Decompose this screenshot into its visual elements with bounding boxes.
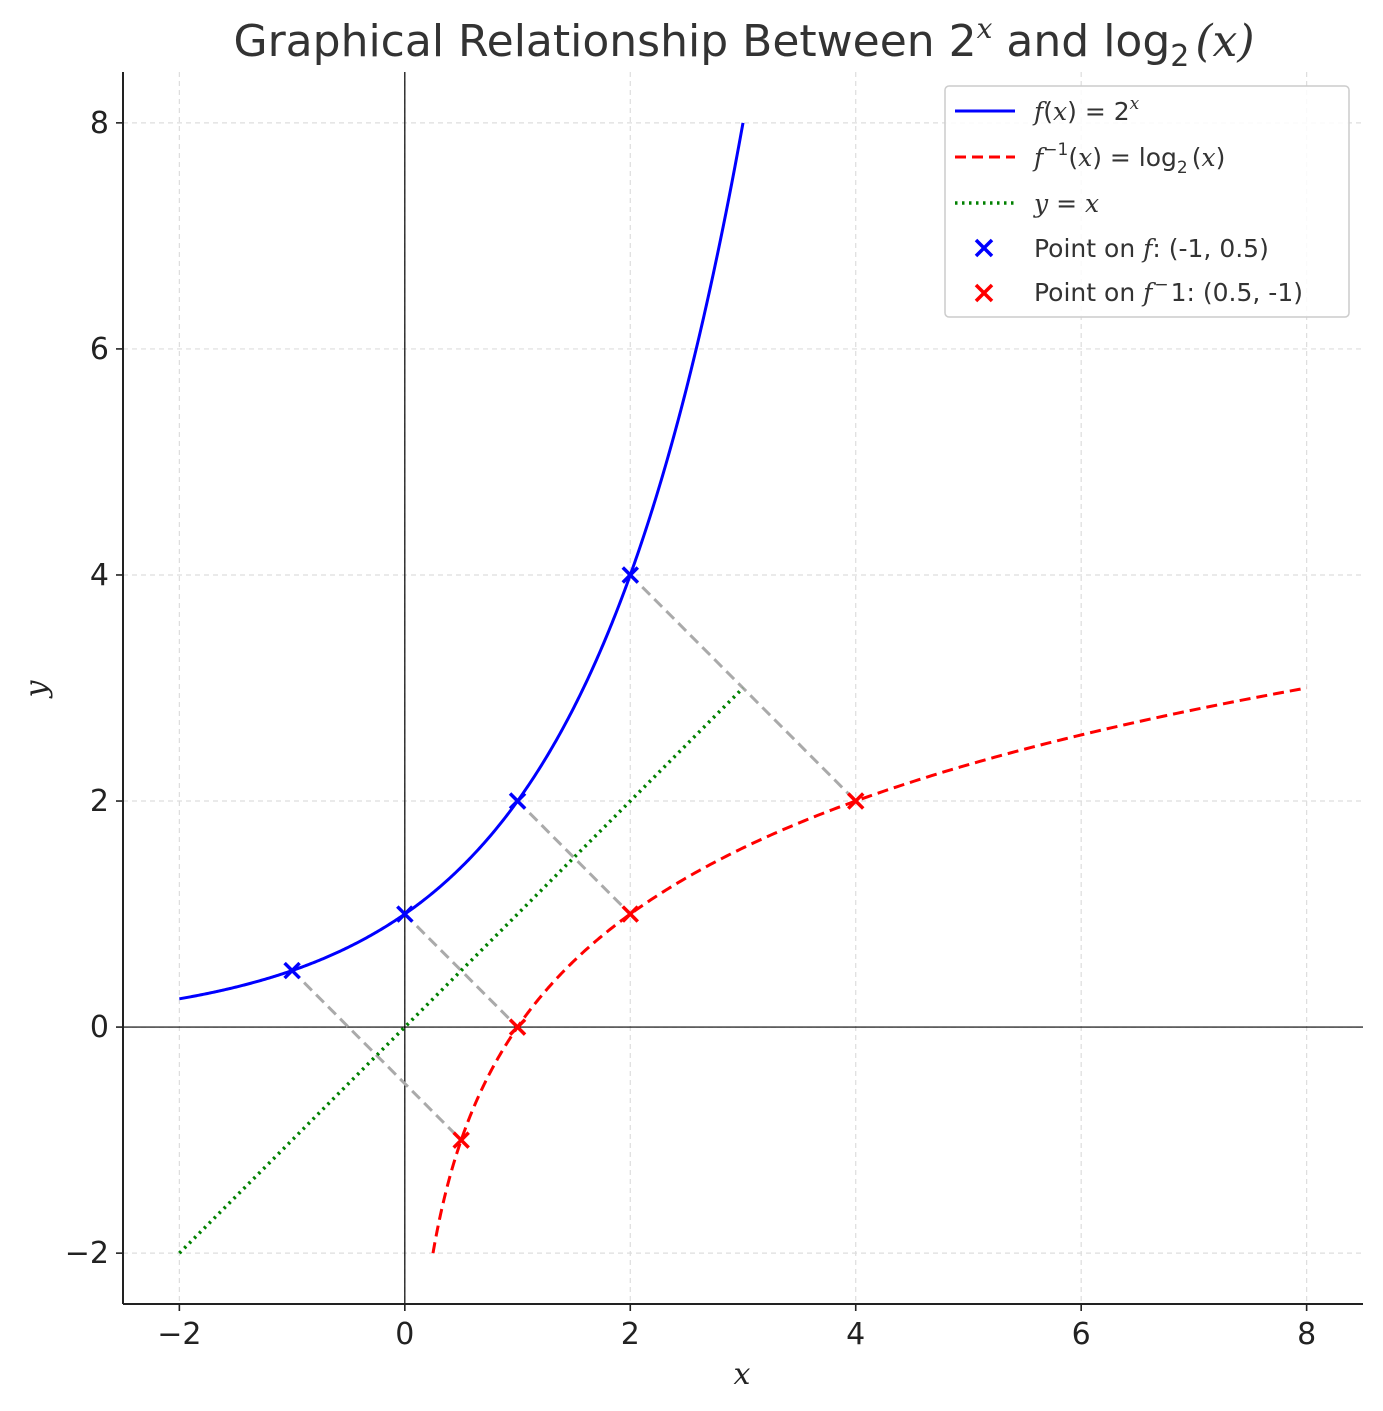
series-line-logarithm: [431, 686, 1307, 1254]
legend: f(x) = 2x f−1(x) = log2 (x) y = x Point o…: [944, 85, 1350, 318]
reflection-line: [516, 799, 632, 916]
x-tick-label: 2: [621, 1317, 640, 1352]
ticks: −2 0 2 4 6 8 −2 0 2 4 6 8: [65, 106, 1316, 1352]
x-tick-label: −2: [157, 1317, 201, 1352]
title-end: (x): [1195, 16, 1254, 67]
point-on-finv: [846, 792, 865, 810]
legend-label-yx: y = x: [1033, 189, 1099, 218]
legend-label-finv: f−1(x) = log2 (x): [1032, 140, 1225, 178]
point-on-finv: [508, 1018, 527, 1036]
point-on-finv: [452, 1131, 470, 1149]
series-line-exponential: [179, 122, 745, 1001]
point-markers: [283, 566, 865, 1149]
x-tick-label: 4: [846, 1317, 865, 1352]
y-tick-label: 0: [90, 1010, 109, 1045]
point-on-f: [283, 961, 301, 980]
zero-axes: [123, 72, 1363, 1304]
title-mid-sub: 2: [1170, 39, 1189, 74]
series: [178, 122, 1307, 1255]
title-main: Graphical Relationship Between 2: [233, 16, 976, 67]
chart-title: Graphical Relationship Between 2x and lo…: [233, 12, 1254, 74]
x-tick-label: 8: [1297, 1317, 1316, 1352]
reflection-line: [291, 969, 463, 1142]
axes-spines: [122, 72, 1363, 1305]
legend-frame: [944, 85, 1350, 318]
y-tick-label: −2: [65, 1236, 109, 1271]
point-on-finv: [621, 905, 640, 923]
y-tick-label: 8: [90, 106, 109, 141]
point-on-f: [621, 566, 640, 584]
legend-marker-point-finv: [974, 283, 994, 303]
y-tick-label: 2: [90, 784, 109, 819]
point-on-f: [396, 905, 414, 923]
title-main-sup: x: [977, 12, 993, 45]
x-tick-label: 0: [395, 1317, 414, 1352]
legend-label-point-finv: Point on f −1: (0.5, -1): [1034, 275, 1303, 307]
y-tick-label: 4: [90, 558, 109, 593]
x-tick-label: 6: [1072, 1317, 1091, 1352]
title-mid: and log: [992, 16, 1170, 67]
y-tick-label: 6: [90, 332, 109, 367]
legend-label-point-f: Point on f: (-1, 0.5): [1034, 234, 1269, 263]
legend-label-f: f(x) = 2x: [1032, 94, 1140, 126]
point-on-f: [508, 792, 527, 810]
x-axis-label: x: [734, 1357, 751, 1392]
legend-marker-point-f: [974, 238, 994, 258]
y-axis-label: y: [19, 679, 54, 699]
series-line-identity: [178, 686, 745, 1255]
reflection-line: [403, 912, 519, 1029]
